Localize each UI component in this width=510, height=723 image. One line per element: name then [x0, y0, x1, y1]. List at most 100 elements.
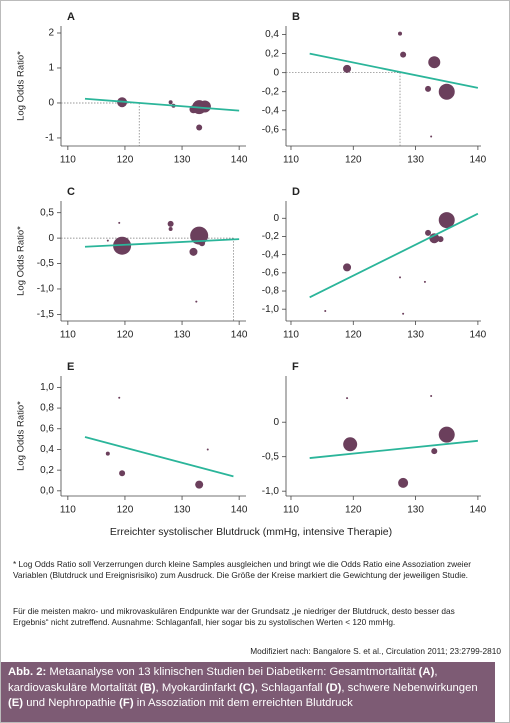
study-bubble [398, 31, 403, 36]
y-tick-label: 0,4 [40, 444, 54, 455]
study-bubble [423, 280, 426, 283]
x-tick-label: 140 [231, 330, 248, 341]
charts: Erreichter systolischer Blutdruck (mmHg,… [16, 11, 487, 538]
caption-text: (A) [418, 666, 435, 678]
study-bubble [195, 480, 204, 489]
study-bubble [167, 220, 174, 227]
study-bubble [168, 226, 173, 231]
regression-line [84, 238, 240, 248]
y-tick-label: -0,8 [262, 286, 280, 297]
caption-text: (C) [239, 681, 255, 694]
study-bubble [343, 64, 352, 73]
caption-text: (D) [325, 681, 342, 694]
y-tick-label: -1 [45, 133, 54, 144]
x-tick-label: 120 [345, 505, 362, 516]
y-tick-label: -0,6 [262, 267, 280, 278]
panel-label: F [292, 361, 299, 373]
study-bubble [106, 239, 109, 242]
y-tick-label: 0 [48, 233, 54, 244]
study-bubble [428, 56, 441, 69]
x-tick-label: 140 [231, 155, 248, 166]
x-tick-label: 140 [231, 505, 248, 516]
x-tick-label: 110 [283, 155, 299, 166]
x-tick-label: 140 [470, 155, 487, 166]
x-tick-label: 130 [407, 505, 424, 516]
study-bubble [431, 448, 438, 455]
study-bubble [105, 451, 110, 456]
x-tick-label: 130 [174, 505, 191, 516]
x-tick-label: 110 [283, 330, 299, 341]
caption-text: (E) [8, 697, 24, 709]
y-tick-label: -0,6 [262, 124, 280, 135]
regression-line [309, 439, 478, 459]
footnote: * Log Odds Ratio soll Verzerrungen durch… [13, 559, 471, 580]
x-tick-label: 130 [174, 330, 191, 341]
y-tick-label: 0,6 [40, 423, 54, 434]
caption-text: (F) [119, 697, 134, 709]
y-tick-label: -1,5 [37, 309, 55, 320]
note: Für die meisten makro- und mikrovaskulär… [13, 606, 455, 627]
x-tick-label: 140 [470, 505, 487, 516]
y-axis-title: Log Odds Ratio* [16, 401, 27, 471]
study-bubble [438, 426, 455, 443]
study-bubble [196, 124, 203, 131]
study-bubble [430, 135, 433, 138]
study-bubble [438, 83, 455, 100]
x-tick-label: 130 [174, 155, 191, 166]
y-tick-label: 0,0 [40, 485, 54, 496]
y-tick-label: 0,2 [265, 48, 279, 59]
y-axis-title: Log Odds Ratio* [16, 51, 27, 121]
y-tick-label: 0,8 [40, 403, 54, 414]
study-bubble [206, 448, 209, 451]
x-tick-label: 110 [60, 330, 76, 341]
y-tick-label: 0 [273, 417, 279, 428]
y-tick-label: -1,0 [262, 304, 280, 315]
study-bubble [343, 263, 352, 272]
source: Modifiziert nach: Bangalore S. et al., C… [250, 646, 501, 656]
x-tick-label: 120 [345, 155, 362, 166]
study-bubble [118, 396, 121, 399]
study-bubble [189, 247, 198, 256]
y-tick-label: -0,4 [262, 249, 280, 260]
x-tick-label: 130 [407, 330, 424, 341]
study-bubble [168, 100, 173, 105]
caption-text: (B) [139, 681, 156, 694]
y-tick-label: -1,0 [262, 486, 280, 497]
caption-text: , kardiovaskuläre Mortalität [8, 666, 438, 694]
y-tick-label: -1,0 [37, 284, 55, 295]
caption-text: Abb. 2: [8, 666, 47, 678]
regression-line [84, 97, 240, 112]
y-axis-title: Log Odds Ratio* [16, 226, 27, 296]
panel-label: A [67, 11, 75, 23]
caption-text: in Assoziation mit dem erreichten Blutdr… [133, 697, 353, 709]
y-tick-label: 0 [48, 98, 54, 109]
study-bubble [438, 212, 455, 229]
caption-text: , Myokardinfarkt [155, 681, 240, 694]
x-tick-label: 130 [407, 155, 424, 166]
study-bubble [398, 477, 409, 488]
regression-line [309, 212, 479, 299]
y-tick-label: -0,5 [37, 258, 55, 269]
x-tick-label: 110 [283, 505, 299, 516]
caption-text: Metaanalyse von 13 klinischen Studien be… [46, 666, 419, 678]
study-bubble [425, 229, 432, 236]
x-axis-title: Erreichter systolischer Blutdruck (mmHg,… [110, 526, 392, 538]
y-tick-label: 0,4 [265, 29, 279, 40]
x-tick-label: 110 [60, 155, 76, 166]
x-tick-label: 140 [470, 330, 487, 341]
y-tick-label: -0,2 [262, 231, 280, 242]
study-bubble [198, 100, 211, 113]
x-tick-label: 110 [60, 505, 76, 516]
study-bubble [400, 51, 407, 58]
y-tick-label: 1,0 [40, 382, 54, 393]
caption-text: , Schlaganfall [254, 681, 326, 694]
study-bubble [402, 312, 405, 315]
y-tick-label: 0,2 [40, 465, 54, 476]
x-tick-label: 120 [345, 330, 362, 341]
study-bubble [346, 397, 349, 400]
study-bubble [437, 236, 444, 243]
y-tick-label: 0 [273, 67, 279, 78]
y-tick-label: 0 [273, 213, 279, 224]
study-bubble [399, 276, 402, 279]
